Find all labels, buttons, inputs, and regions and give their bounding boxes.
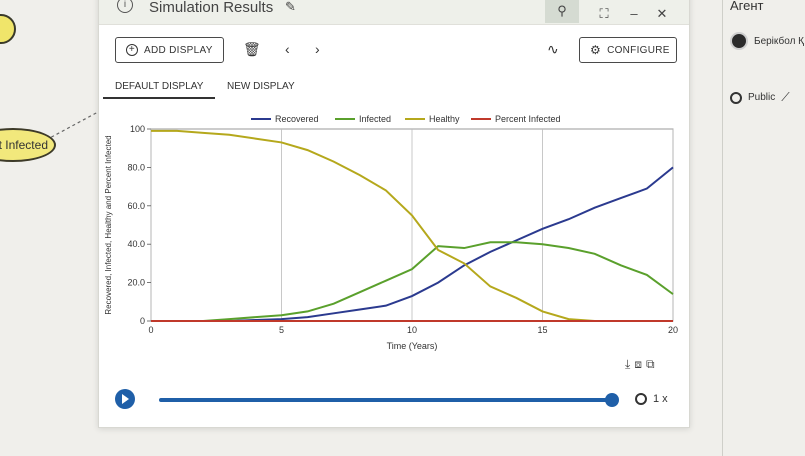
y-axis-label: Recovered, Infected, Healthy and Percent… xyxy=(104,135,113,314)
tab-new-display[interactable]: NEW DISPLAY xyxy=(227,81,295,92)
results-chart: 0 5 10 15 20 0 20.0 40.0 60.0 80.0 100 Time (Years)… xyxy=(104,114,678,351)
legend-label: Infected xyxy=(359,114,391,124)
time-slider-handle[interactable] xyxy=(605,393,619,407)
active-tab-indicator xyxy=(103,97,215,99)
configure-button[interactable]: ⚙ CONFIGURE xyxy=(579,37,677,63)
side-panel-title: Агент xyxy=(730,0,764,13)
x-tick-label: 5 xyxy=(279,325,284,335)
series-line-infected xyxy=(151,241,674,322)
play-button[interactable] xyxy=(115,389,135,409)
x-tick-label: 0 xyxy=(148,325,153,335)
speed-control[interactable]: 1 x xyxy=(635,393,668,405)
avatar xyxy=(730,32,748,50)
y-tick-label: 20.0 xyxy=(127,278,145,288)
fullscreen-icon[interactable]: ⛶ xyxy=(599,6,609,21)
globe-icon xyxy=(730,91,742,104)
visibility-label: Public xyxy=(748,92,776,103)
legend-label: Healthy xyxy=(429,114,460,124)
y-tick-label: 80.0 xyxy=(127,162,145,172)
infected-node-label: t Infected xyxy=(0,138,48,152)
side-panel-author[interactable]: Берікбол Қ xyxy=(730,32,804,50)
author-name: Берікбол Қ xyxy=(754,35,805,47)
side-panel-visibility[interactable]: Public ⟋ xyxy=(730,90,790,105)
trash-icon[interactable]: 🗑 xyxy=(243,41,261,57)
y-tick-label: 60.0 xyxy=(127,201,145,211)
close-icon[interactable]: ✕ xyxy=(656,6,668,21)
add-display-button[interactable]: + ADD DISPLAY xyxy=(115,37,224,63)
minimize-icon[interactable]: – xyxy=(630,6,638,21)
resize-icon[interactable]: ⧉ xyxy=(645,357,655,371)
curve-icon[interactable]: ∿ xyxy=(547,41,559,57)
chart-actions: ⤓ ⧈ ⧉ xyxy=(625,357,655,372)
simulation-results-window: i Simulation Results ✎ ⚲ ⛶ – ✕ + ADD DIS… xyxy=(98,0,690,428)
window-title: Simulation Results xyxy=(149,0,274,16)
add-display-label: ADD DISPLAY xyxy=(144,44,213,56)
speed-value: 1 x xyxy=(653,393,668,405)
y-tick-label: 0 xyxy=(140,316,145,326)
gear-icon: ⚙ xyxy=(590,43,602,57)
legend-label: Percent Infected xyxy=(495,114,561,124)
x-tick-label: 20 xyxy=(668,325,678,335)
info-icon[interactable]: i xyxy=(117,0,133,13)
legend-label: Recovered xyxy=(275,114,319,124)
tab-default-display[interactable]: DEFAULT DISPLAY xyxy=(115,81,204,92)
window-titlebar: i Simulation Results ✎ ⚲ ⛶ – ✕ xyxy=(99,0,689,25)
pin-icon[interactable]: ⚲ xyxy=(545,0,579,23)
x-tick-label: 10 xyxy=(407,325,417,335)
add-circle-icon: + xyxy=(126,44,138,56)
chevron-left-icon[interactable]: ‹ xyxy=(285,41,290,57)
crop-icon[interactable]: ⧈ xyxy=(634,357,642,371)
side-panel-divider xyxy=(722,0,723,456)
y-tick-label: 40.0 xyxy=(127,239,145,249)
chevron-right-icon[interactable]: › xyxy=(315,41,320,57)
x-axis-label: Time (Years) xyxy=(387,341,438,351)
x-tick-label: 15 xyxy=(537,325,547,335)
download-icon[interactable]: ⤓ xyxy=(625,357,631,371)
y-tick-label: 100 xyxy=(130,124,145,134)
speedometer-icon xyxy=(635,393,647,405)
trend-icon: ⟋ xyxy=(781,90,790,104)
configure-label: CONFIGURE xyxy=(607,44,670,56)
edit-title-icon[interactable]: ✎ xyxy=(285,0,296,14)
time-slider[interactable] xyxy=(159,398,613,402)
